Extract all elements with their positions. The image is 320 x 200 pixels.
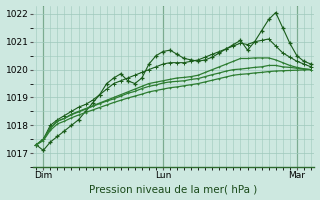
X-axis label: Pression niveau de la mer( hPa ): Pression niveau de la mer( hPa ) [90, 184, 258, 194]
